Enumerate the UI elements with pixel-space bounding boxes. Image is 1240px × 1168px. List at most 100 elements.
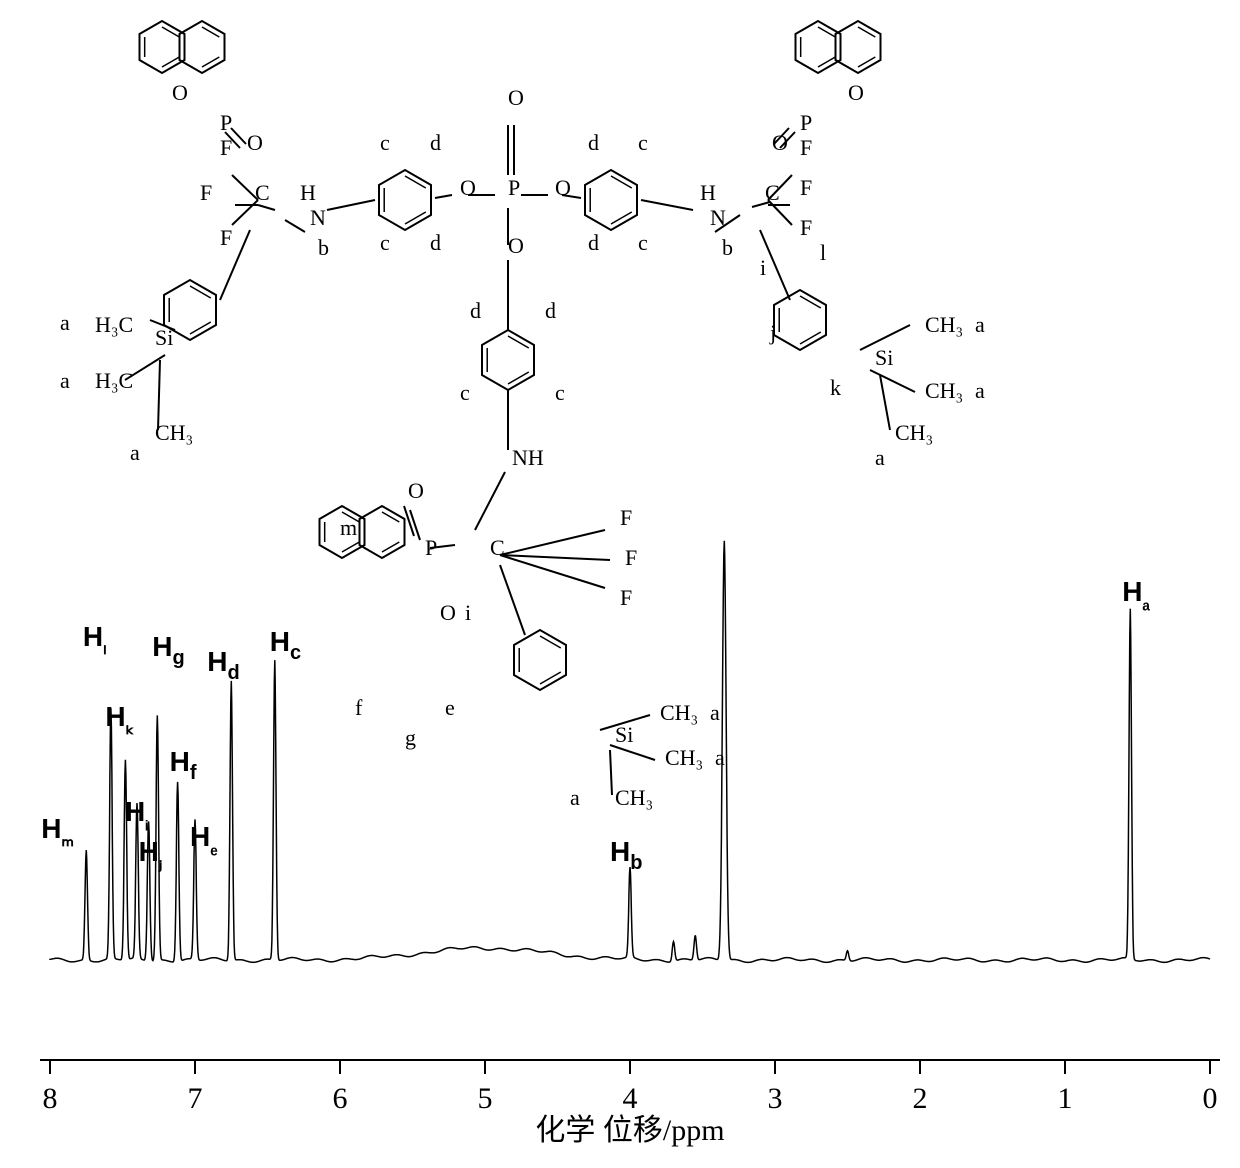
structure-label: CH₃ (895, 420, 933, 445)
structure-label: H (700, 180, 716, 205)
aromatic-bond (800, 296, 821, 308)
structure-label: O (172, 80, 188, 105)
x-tick-label: 6 (333, 1082, 348, 1115)
structure-label: F (800, 175, 812, 200)
aromatic-bond (611, 212, 632, 224)
structure-label: g (405, 725, 416, 750)
structure-label: Si (155, 325, 173, 350)
bond (610, 750, 612, 795)
chemical-structure: cdOdcFFFlHNbHNbcddcijkaH₃CSiH₃CaCH₃aCH₃a… (60, 21, 985, 810)
structure-label: P (220, 110, 232, 135)
bond (870, 370, 915, 392)
bond (500, 565, 525, 635)
structure-label: a (875, 445, 885, 470)
structure-label: j (769, 320, 776, 345)
structure-label: P (508, 175, 520, 200)
structure-label: c (638, 230, 648, 255)
structure-label: a (570, 785, 580, 810)
structure-label: F (620, 585, 632, 610)
structure-label: N (310, 205, 326, 230)
structure-label: e (445, 695, 455, 720)
nmr-svg: 012345678化学 位移/ppmHₘHₗHₖHᵢHⱼHgHfHₑHdHcHb… (0, 0, 1240, 1168)
structure-label: k (830, 375, 841, 400)
aromatic-bond (190, 286, 211, 298)
x-tick-label: 0 (1203, 1082, 1218, 1115)
structure-label: a (975, 378, 985, 403)
structure-label: a (60, 368, 70, 393)
structure-label: O (247, 130, 263, 155)
structure-label: NH (512, 445, 544, 470)
bond (258, 205, 275, 210)
structure-label: F (800, 215, 812, 240)
peak-label-Hl: Hₗ (83, 621, 107, 659)
structure-label: d (545, 298, 556, 323)
benzene-ring (140, 21, 185, 73)
x-tick-label: 2 (913, 1082, 928, 1115)
structure-label: d (470, 298, 481, 323)
aromatic-bond (508, 372, 529, 384)
structure-label: m (340, 515, 357, 540)
aromatic-bond (540, 636, 561, 648)
structure-label: F (800, 135, 812, 160)
peak-label-Hd: Hd (207, 646, 239, 684)
structure-label: C (765, 180, 780, 205)
structure-label: O (408, 478, 424, 503)
benzene-ring (796, 21, 841, 73)
structure-label: a (130, 440, 140, 465)
structure-label: Si (615, 722, 633, 747)
structure-label: f (355, 695, 363, 720)
structure-label: O (508, 85, 524, 110)
structure-label: c (460, 380, 470, 405)
benzene-ring (836, 21, 881, 73)
structure-label: N (710, 205, 726, 230)
structure-label: CH₃ (665, 745, 703, 770)
structure-label: H₃C (95, 312, 133, 337)
structure-label: a (60, 310, 70, 335)
aromatic-bond (800, 332, 821, 344)
structure-label: P (425, 535, 437, 560)
structure-label: CH₃ (155, 420, 193, 445)
bond (285, 220, 305, 232)
structure-label: c (638, 130, 648, 155)
x-tick-label: 3 (768, 1082, 783, 1115)
structure-label: d (430, 130, 441, 155)
x-tick-label: 1 (1058, 1082, 1073, 1115)
x-tick-label: 8 (43, 1082, 58, 1115)
structure-label: P (800, 110, 812, 135)
structure-label: O (440, 600, 456, 625)
structure-label: H₃C (95, 368, 133, 393)
structure-label: d (430, 230, 441, 255)
structure-label: F (220, 225, 232, 250)
benzene-ring (514, 630, 566, 690)
structure-label: F (220, 135, 232, 160)
structure-label: C (255, 180, 270, 205)
structure-label: CH₃ (925, 378, 963, 403)
structure-label: F (620, 505, 632, 530)
structure-label: H (300, 180, 316, 205)
aromatic-bond (405, 212, 426, 224)
structure-label: d (588, 130, 599, 155)
structure-label: c (380, 130, 390, 155)
bond (475, 472, 505, 530)
bond (327, 200, 375, 210)
peak-label-Hc: Hc (270, 626, 301, 664)
benzene-ring (482, 330, 534, 390)
structure-label: CH₃ (660, 700, 698, 725)
bond (435, 195, 452, 198)
structure-label: O (772, 130, 788, 155)
structure-label: CH₃ (615, 785, 653, 810)
x-tick-label: 5 (478, 1082, 493, 1115)
structure-label: a (715, 745, 725, 770)
structure-label: i (465, 600, 471, 625)
peak-label-Ha: Hₐ (1122, 576, 1150, 614)
aromatic-bond (508, 336, 529, 348)
benzene-ring (774, 290, 826, 350)
peak-label-Hj: Hⱼ (139, 836, 163, 874)
aromatic-bond (405, 176, 426, 188)
structure-label: c (380, 230, 390, 255)
aromatic-bond (611, 176, 632, 188)
benzene-ring (585, 170, 637, 230)
structure-label: O (460, 175, 476, 200)
benzene-ring (379, 170, 431, 230)
bond (410, 510, 420, 540)
